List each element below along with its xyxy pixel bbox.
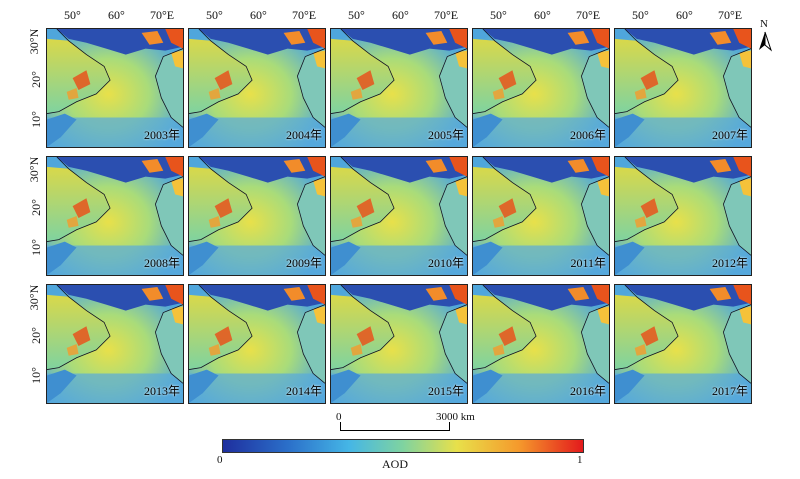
latitude-label: 10° — [28, 111, 43, 128]
aod-map — [615, 157, 751, 275]
longitude-label: 70°E — [292, 8, 317, 22]
latitude-label: 10° — [28, 239, 43, 256]
longitude-label: 60° — [108, 8, 125, 22]
north-label: N — [760, 18, 768, 30]
map-panel: 2003年 — [46, 28, 184, 148]
aod-map — [47, 157, 183, 275]
longitude-label: 70°E — [150, 8, 175, 22]
latitude-label: 20° — [28, 199, 43, 216]
map-panel: 2010年 — [330, 156, 468, 276]
latitude-label: 20° — [28, 327, 43, 344]
aod-map — [189, 157, 325, 275]
latitude-label: 10° — [28, 367, 43, 384]
year-label: 2006年 — [569, 128, 606, 142]
year-label: 2004年 — [285, 128, 322, 142]
aod-colorbar — [222, 439, 584, 453]
longitude-label: 70°E — [434, 8, 459, 22]
year-label: 2012年 — [711, 256, 748, 270]
map-panel: 2008年 — [46, 156, 184, 276]
year-label: 2017年 — [711, 384, 748, 398]
year-label: 2010年 — [427, 256, 464, 270]
latitude-label: 30°N — [27, 156, 42, 183]
longitude-label: 70°E — [718, 8, 743, 22]
north-arrow-icon — [759, 31, 773, 52]
map-panel: 2004年 — [188, 28, 326, 148]
map-panel: 2015年 — [330, 284, 468, 404]
year-label: 2008年 — [143, 256, 180, 270]
longitude-label: 50° — [64, 8, 81, 22]
scale-bar-end: 3000 km — [436, 411, 475, 423]
longitude-label: 50° — [206, 8, 223, 22]
map-panel: 2013年 — [46, 284, 184, 404]
latitude-label: 30°N — [27, 28, 42, 55]
year-label: 2014年 — [285, 384, 322, 398]
year-label: 2011年 — [570, 256, 606, 270]
scale-bar-start: 0 — [336, 411, 342, 423]
north-arrow: N — [757, 18, 773, 52]
longitude-label: 50° — [632, 8, 649, 22]
colorbar-title: AOD — [382, 457, 408, 471]
aod-map — [189, 285, 325, 403]
aod-map — [473, 29, 609, 147]
longitude-label: 50° — [490, 8, 507, 22]
scale-bar — [340, 420, 450, 432]
longitude-label: 70°E — [576, 8, 601, 22]
aod-map — [47, 29, 183, 147]
longitude-label: 60° — [250, 8, 267, 22]
map-panel: 2016年 — [472, 284, 610, 404]
map-panel: 2012年 — [614, 156, 752, 276]
colorbar-min-label: 0 — [217, 454, 223, 466]
map-panel: 2011年 — [472, 156, 610, 276]
year-label: 2015年 — [427, 384, 464, 398]
aod-map — [331, 29, 467, 147]
colorbar-max-label: 1 — [577, 454, 583, 466]
latitude-label: 30°N — [27, 284, 42, 311]
aod-map — [331, 285, 467, 403]
year-label: 2005年 — [427, 128, 464, 142]
map-panel: 2017年 — [614, 284, 752, 404]
map-panel: 2007年 — [614, 28, 752, 148]
aod-map — [189, 29, 325, 147]
aod-map — [331, 157, 467, 275]
year-label: 2013年 — [143, 384, 180, 398]
longitude-label: 50° — [348, 8, 365, 22]
longitude-label: 60° — [534, 8, 551, 22]
map-panel: 2005年 — [330, 28, 468, 148]
aod-map — [615, 29, 751, 147]
map-panel: 2014年 — [188, 284, 326, 404]
year-label: 2016年 — [569, 384, 606, 398]
year-label: 2009年 — [285, 256, 322, 270]
aod-map — [47, 285, 183, 403]
map-panel: 2006年 — [472, 28, 610, 148]
latitude-label: 20° — [28, 71, 43, 88]
year-label: 2003年 — [143, 128, 180, 142]
aod-map — [473, 157, 609, 275]
longitude-label: 60° — [392, 8, 409, 22]
year-label: 2007年 — [711, 128, 748, 142]
longitude-label: 60° — [676, 8, 693, 22]
aod-map — [473, 285, 609, 403]
aod-map — [615, 285, 751, 403]
map-panel: 2009年 — [188, 156, 326, 276]
